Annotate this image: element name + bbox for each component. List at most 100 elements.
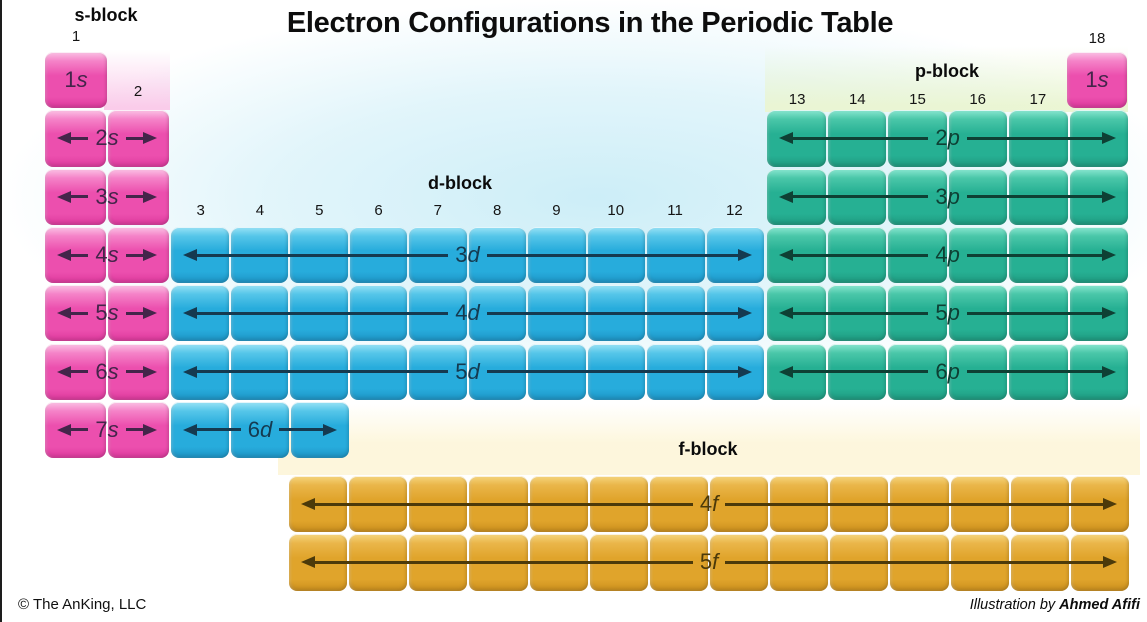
f-block-glow — [278, 404, 1140, 475]
cell — [108, 401, 169, 459]
cell — [770, 534, 829, 591]
cell — [950, 534, 1009, 591]
cell — [1070, 534, 1129, 591]
cell — [468, 285, 526, 342]
cell — [767, 343, 826, 400]
group-number: 3 — [196, 202, 205, 219]
cell — [349, 534, 408, 591]
cell — [649, 534, 708, 591]
orbital-row-2p: 2p — [767, 109, 1129, 167]
cell — [948, 343, 1008, 400]
group-number: 2 — [133, 83, 143, 100]
cell — [349, 343, 407, 400]
orbital-row-5f: 5f — [289, 533, 1129, 591]
f-block-label: f-block — [678, 439, 738, 459]
cell — [108, 226, 169, 284]
cell — [289, 534, 348, 591]
cell — [827, 285, 887, 342]
p-block-label: p-block — [914, 61, 980, 81]
orbital-row-6d: 6d — [171, 401, 349, 459]
orbital-row-3s: 3s — [45, 168, 169, 226]
cell — [706, 343, 764, 400]
cell — [409, 534, 468, 591]
cell — [528, 343, 586, 400]
cell — [830, 534, 889, 591]
group-number: 9 — [552, 202, 561, 219]
group-number: 12 — [726, 202, 743, 219]
cell — [770, 476, 829, 533]
cell — [108, 110, 169, 167]
cell — [45, 226, 106, 284]
cell — [171, 285, 229, 342]
group-number: 5 — [315, 202, 324, 219]
cell — [647, 343, 705, 400]
cell — [948, 285, 1008, 342]
cell — [948, 168, 1008, 225]
cell — [171, 343, 229, 400]
page-title: Electron Configurations in the Periodic … — [286, 7, 894, 39]
cell — [409, 285, 467, 342]
cell — [1010, 476, 1069, 533]
group-number: 17 — [1029, 91, 1047, 108]
cell — [827, 343, 887, 400]
cell — [767, 168, 826, 225]
cell — [587, 343, 645, 400]
cell — [468, 343, 526, 400]
cell — [587, 285, 645, 342]
cell — [230, 343, 288, 400]
cell — [1009, 343, 1068, 400]
orbital-row-5s: 5s — [45, 284, 169, 342]
cell — [649, 476, 708, 533]
orbital-row-3d: 3d — [171, 226, 764, 284]
cell — [349, 285, 407, 342]
cell — [830, 476, 889, 533]
cell — [1070, 476, 1129, 533]
cell — [45, 110, 106, 167]
orbital-row-1s: 1s — [1067, 51, 1127, 109]
cell — [290, 343, 348, 400]
cell — [45, 401, 106, 459]
cell — [528, 226, 586, 284]
cell — [171, 401, 229, 459]
cell — [230, 226, 288, 284]
orbital-row-4f: 4f — [289, 475, 1129, 533]
cell — [230, 401, 289, 459]
cell — [948, 226, 1008, 284]
orbital-row-4d: 4d — [171, 284, 764, 342]
cell — [1069, 226, 1129, 284]
cell — [1069, 285, 1129, 342]
group-number: 6 — [374, 202, 383, 219]
cell — [45, 52, 107, 109]
illustration-credit: Illustration by Ahmed Afifi — [970, 597, 1140, 613]
cell — [290, 226, 348, 284]
orbital-row-3p: 3p — [767, 168, 1129, 226]
cell — [1009, 285, 1068, 342]
cell — [1009, 226, 1068, 284]
group-number: 4 — [255, 202, 265, 219]
group-number: 15 — [909, 91, 926, 108]
cell — [469, 534, 528, 591]
cell — [108, 285, 169, 342]
cell — [827, 110, 887, 167]
cell — [1009, 110, 1068, 167]
cell — [888, 168, 947, 225]
cell — [589, 476, 648, 533]
cell — [529, 476, 588, 533]
cell — [468, 226, 526, 284]
cell — [587, 226, 645, 284]
cell — [469, 476, 528, 533]
cell — [890, 534, 949, 591]
cell — [647, 226, 705, 284]
cell — [409, 226, 467, 284]
credit-name: Ahmed Afifi — [1059, 597, 1140, 613]
group-number: 11 — [667, 202, 683, 219]
group-number: 16 — [969, 91, 987, 108]
cell — [108, 168, 169, 225]
group-number: 7 — [433, 202, 443, 219]
cell — [888, 343, 947, 400]
group-number: 14 — [848, 91, 866, 108]
copyright-text: © The AnKing, LLC — [18, 596, 147, 613]
cell — [528, 285, 586, 342]
cell — [767, 110, 826, 167]
cell — [950, 476, 1009, 533]
